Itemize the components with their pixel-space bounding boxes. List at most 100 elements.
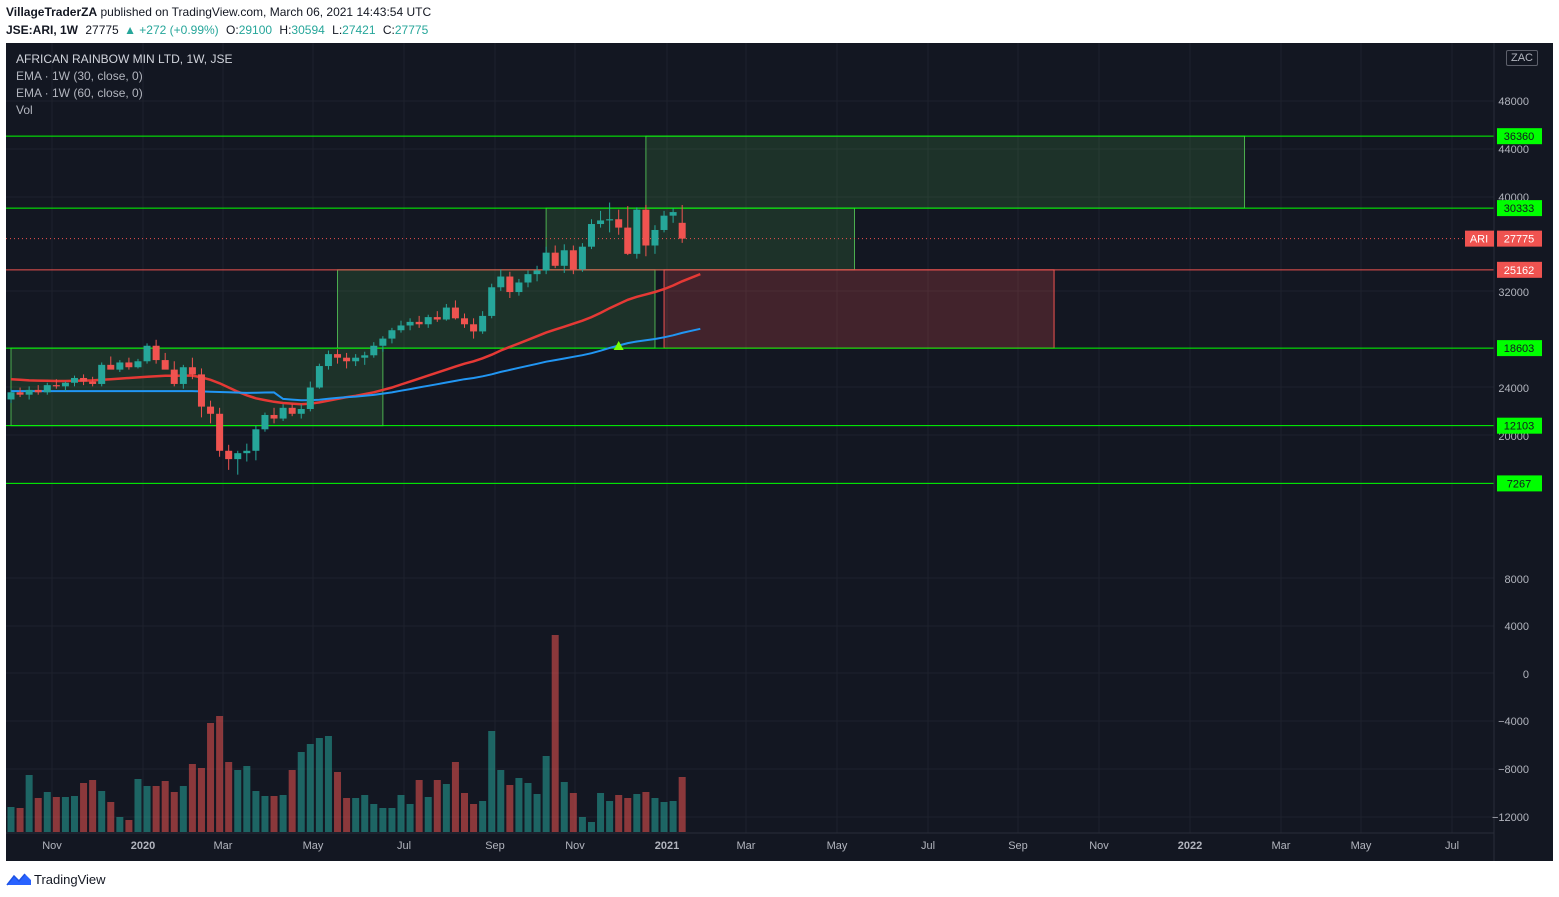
author-name[interactable]: VillageTraderZA <box>6 5 98 19</box>
volume-bar-35 <box>324 736 332 832</box>
volume-bar-48 <box>442 784 450 832</box>
volume-bar-40 <box>370 804 378 832</box>
volume-bar-54 <box>497 770 505 832</box>
volume-bar-49 <box>451 762 459 832</box>
low-label: L: <box>332 23 343 37</box>
ohlc-line: JSE:ARI, 1W 27775 ▲ +272 (+0.99%) O:2910… <box>6 23 428 37</box>
volume-bar-31 <box>288 770 296 832</box>
candle-body-71 <box>651 229 659 246</box>
volume-bar-47 <box>433 780 441 832</box>
chart-area[interactable]: Nov 2020 Mar May Jul Sep Nov 2021 Mar May Jul Sep No… <box>6 43 1553 861</box>
volume-bar-44 <box>406 804 414 832</box>
price-chart[interactable]: Nov 2020 Mar May Jul Sep Nov 2021 Mar May Jul Sep No… <box>6 43 1553 861</box>
volume-bar-1 <box>16 808 24 832</box>
axes: Nov 2020 Mar May Jul Sep Nov 2021 Mar May Jul Sep No… <box>6 43 1529 861</box>
level-tag-25162 <box>1497 261 1542 278</box>
volume-bar-59 <box>542 756 550 832</box>
level-tag-text: 30333 <box>1504 203 1535 215</box>
candle-body-66 <box>606 219 614 221</box>
volume-bars <box>7 635 686 832</box>
candle-body-10 <box>98 364 106 384</box>
target-zone <box>645 135 1246 209</box>
close-value: 27775 <box>394 23 429 37</box>
volume-bar-57 <box>524 783 532 832</box>
candle-body-33 <box>306 387 314 410</box>
candle-body-15 <box>143 345 151 362</box>
volume-bar-46 <box>424 797 432 832</box>
candle-body-45 <box>415 321 423 325</box>
level-tag-text: 7267 <box>1507 478 1531 490</box>
legend-title[interactable]: AFRICAN RAINBOW MIN LTD, 1W, JSE <box>16 52 233 66</box>
candle-body-17 <box>161 360 169 370</box>
high-label: H: <box>279 23 292 37</box>
y-tick-label: 32000 <box>1498 287 1529 299</box>
tradingview-brand[interactable]: TradingView <box>34 872 106 887</box>
candle-body-52 <box>479 315 487 332</box>
volume-bar-52 <box>479 801 487 832</box>
symbol-tag-text: ARI <box>1470 234 1488 246</box>
candle-body-50 <box>461 318 468 325</box>
level-tag-text: 25162 <box>1504 265 1535 277</box>
y-tick-label: 20000 <box>1498 431 1529 443</box>
level-tag-text: 18603 <box>1504 343 1535 355</box>
candle-body-22 <box>207 406 215 414</box>
legend-ema30[interactable]: EMA · 1W (30, close, 0) <box>16 69 143 83</box>
candle-body-34 <box>315 366 323 388</box>
candle-body-42 <box>388 330 396 339</box>
volume-tick-label: −12000 <box>1492 812 1529 824</box>
candle-body-25 <box>234 453 242 460</box>
x-tick-label: Nov <box>565 840 585 852</box>
candle-body-68 <box>624 227 632 254</box>
level-tag-text: 36360 <box>1504 131 1535 143</box>
candle-body-7 <box>70 377 78 383</box>
candle-body-49 <box>451 307 459 319</box>
candle-body-35 <box>324 354 332 367</box>
volume-bar-53 <box>488 731 496 832</box>
volume-bar-56 <box>515 778 523 832</box>
volume-bar-66 <box>606 801 614 832</box>
published-text: published on TradingView.com, March 06, … <box>100 5 432 19</box>
volume-bar-38 <box>352 798 360 832</box>
volume-bar-45 <box>415 780 423 832</box>
volume-bar-12 <box>116 817 124 832</box>
volume-bar-19 <box>179 786 187 832</box>
volume-bar-41 <box>379 808 387 832</box>
candlesticks <box>7 202 686 475</box>
legend-ema60[interactable]: EMA · 1W (60, close, 0) <box>16 86 143 100</box>
volume-bar-0 <box>7 807 15 832</box>
volume-bar-64 <box>587 822 595 832</box>
volume-bar-14 <box>134 779 142 832</box>
volume-bar-27 <box>252 791 260 832</box>
x-tick-label: Jul <box>397 840 411 852</box>
currency-button[interactable]: ZAC <box>1506 50 1538 66</box>
volume-bar-9 <box>89 780 97 832</box>
candle-body-70 <box>642 209 650 246</box>
candle-body-73 <box>669 212 677 216</box>
candle-body-28 <box>261 414 269 430</box>
candle-body-24 <box>225 450 233 460</box>
y-tick-label: 24000 <box>1498 383 1529 395</box>
candle-body-19 <box>179 367 187 384</box>
volume-bar-23 <box>216 716 224 832</box>
candle-body-16 <box>152 345 160 361</box>
x-tick-label: Jul <box>921 840 935 852</box>
x-tick-label: 2021 <box>655 840 679 852</box>
volume-bar-21 <box>197 768 205 832</box>
y-tick-label: 44000 <box>1498 144 1529 156</box>
signal-marker <box>613 341 624 350</box>
candle-body-31 <box>288 407 296 414</box>
candle-body-69 <box>633 209 641 254</box>
legend-vol[interactable]: Vol <box>16 103 33 117</box>
volume-tick-label: −4000 <box>1498 716 1529 728</box>
candle-body-38 <box>352 357 360 362</box>
ema60-line <box>11 327 701 402</box>
last-price-tag-text: 27775 <box>1504 234 1535 246</box>
volume-bar-20 <box>188 764 196 832</box>
candle-body-39 <box>361 355 369 358</box>
level-tag-36360 <box>1497 128 1542 145</box>
risk-zone <box>663 269 1055 349</box>
symbol-tag <box>1465 230 1494 247</box>
candle-body-8 <box>80 377 88 382</box>
candle-body-30 <box>279 407 287 419</box>
tradingview-logo-icon[interactable] <box>6 871 32 887</box>
